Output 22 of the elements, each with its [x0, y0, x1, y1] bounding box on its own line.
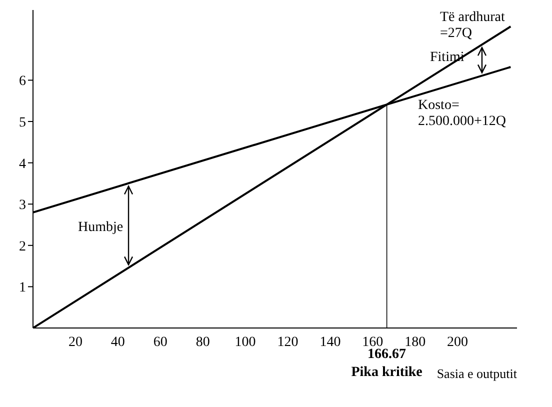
x-tick-label: 160 — [362, 334, 384, 350]
x-tick-label: 200 — [447, 334, 468, 350]
x-tick-label: 40 — [110, 334, 125, 350]
x-tick-label: 60 — [153, 334, 168, 350]
x-tick-label: 120 — [277, 334, 298, 350]
x-axis-title: Sasia e outputit — [436, 366, 518, 381]
y-tick-label: 3 — [19, 198, 26, 214]
x-tick-label: 140 — [320, 334, 341, 350]
annotation: Kosto= 2.500.000+12Q — [418, 98, 506, 129]
y-tick-label: 4 — [19, 156, 26, 172]
x-tick-label: 80 — [196, 334, 210, 350]
y-tick-label: 2 — [19, 239, 26, 254]
x-tick-label: 20 — [68, 334, 82, 350]
x-tick-label: 180 — [404, 334, 426, 350]
annotation: Humbje — [78, 220, 124, 235]
annotation: Të ardhurat =27Q — [440, 10, 506, 41]
ref-line-label: 166.67 — [368, 347, 406, 362]
y-tick-label: 1 — [19, 280, 26, 296]
y-tick-label: 5 — [19, 115, 26, 130]
x-tick-label: 100 — [234, 334, 256, 350]
text: Pika kritike — [351, 365, 422, 380]
y-tick-label: 6 — [19, 74, 26, 90]
